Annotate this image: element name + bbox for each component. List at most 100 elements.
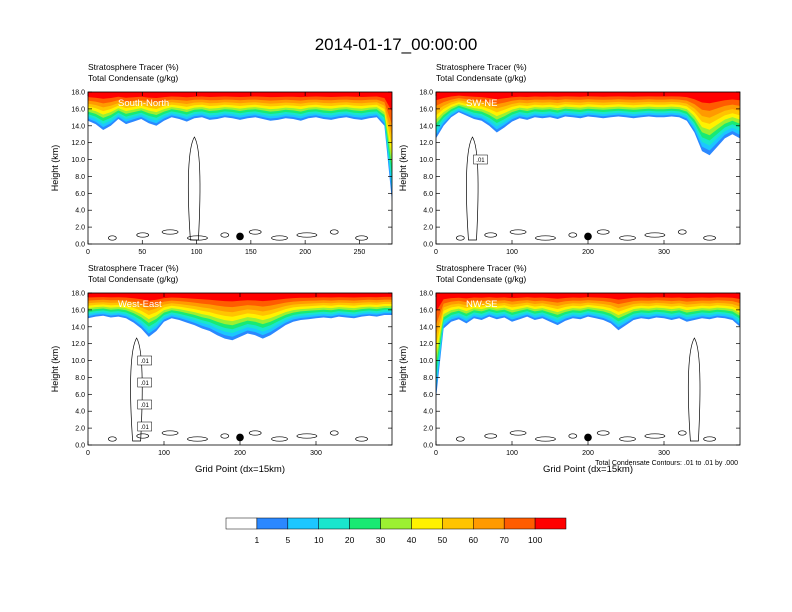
colorbar: 1 5 10 20 30 40 50 60 70 100 — [225, 517, 567, 545]
x-tick-label: 200 — [299, 249, 311, 256]
colorbar-label: 40 — [407, 535, 417, 545]
x-tick-label: 0 — [434, 450, 438, 457]
x-tick-label: 200 — [582, 249, 594, 256]
condensate-contour — [107, 436, 117, 442]
y-tick-label: 18.0 — [419, 291, 433, 298]
y-tick-label: 12.0 — [419, 341, 433, 348]
condensate-contour — [509, 430, 527, 436]
condensate-contour — [644, 232, 666, 238]
y-tick-label: 12.0 — [419, 140, 433, 147]
condensate-contours — [455, 136, 716, 241]
condensate-contour — [455, 436, 465, 442]
tracer-band — [436, 293, 740, 312]
y-tick-label: 18.0 — [71, 90, 85, 97]
y-tick-label: 2.0 — [423, 426, 433, 433]
y-tick-label: 0.0 — [423, 443, 433, 450]
condensate-contour — [484, 232, 498, 238]
condensate-contour — [596, 430, 610, 436]
condensate-contour — [355, 436, 368, 442]
y-tick-label: 10.0 — [71, 358, 85, 365]
condensate-contour — [271, 436, 288, 442]
condensate-contour — [161, 430, 179, 436]
tracer-band — [88, 92, 392, 158]
condensate-contour — [619, 235, 636, 241]
contour-label: .01 — [140, 425, 149, 431]
tracer-band — [436, 293, 740, 391]
condensate-contour — [619, 436, 636, 442]
condensate-contour — [187, 436, 208, 442]
colorbar-label: 1 — [255, 535, 260, 545]
tracer-band — [436, 293, 740, 374]
x-axis-label: Grid Point (dx=15km) — [543, 464, 633, 475]
tracer-band — [88, 92, 392, 194]
colorbar-label: 20 — [345, 535, 355, 545]
y-tick-label: 16.0 — [419, 106, 433, 113]
colorbar-label: 70 — [499, 535, 509, 545]
section-label: NW-SE — [466, 299, 498, 310]
y-tick-label: 0.0 — [423, 242, 433, 249]
x-tick-label: 100 — [158, 450, 170, 457]
y-tick-label: 14.0 — [419, 324, 433, 331]
x-tick-label: 50 — [138, 249, 146, 256]
condensate-contour — [677, 229, 687, 235]
tracer-band — [88, 92, 392, 176]
tracer-field: .01 — [436, 92, 740, 244]
tracer-band — [88, 92, 392, 167]
tracer-band — [88, 92, 392, 185]
y-tick-label: 4.0 — [423, 409, 433, 416]
colorbar-label: 5 — [285, 535, 290, 545]
condensate-contour — [161, 229, 179, 235]
contour-label: .01 — [140, 359, 149, 365]
x-tick-label: 300 — [658, 450, 670, 457]
x-tick-label: 250 — [354, 249, 366, 256]
y-axis-label: Height (km) — [50, 346, 60, 393]
colorbar-swatch — [503, 517, 536, 530]
panel-header-tracer: Stratosphere Tracer (%) — [88, 263, 179, 273]
colorbar-label: 10 — [314, 535, 324, 545]
condensate-contour — [136, 232, 150, 238]
contour-label-box — [137, 377, 152, 388]
condensate-contour — [248, 430, 262, 436]
x-tick-label: 200 — [582, 450, 594, 457]
y-tick-label: 10.0 — [419, 358, 433, 365]
condensate-contours — [107, 136, 368, 241]
condensate-contour — [455, 235, 465, 241]
condensate-contour — [703, 235, 716, 241]
x-tick-label: 100 — [191, 249, 203, 256]
y-tick-label: 0.0 — [75, 242, 85, 249]
condensate-contour — [535, 436, 556, 442]
condensate-contour — [703, 436, 716, 442]
tracer-field: .01 .01 .01 .01 — [88, 293, 392, 445]
condensate-contour — [568, 232, 578, 238]
x-tick-label: 300 — [310, 450, 322, 457]
condensate-contour — [687, 337, 701, 442]
y-tick-label: 4.0 — [75, 208, 85, 215]
panels-group: South-North 0.0 2.0 4.0 6.0 8.0 10.0 12.0 14.0 16… — [50, 62, 741, 475]
location-marker — [584, 232, 592, 241]
condensate-contour — [187, 136, 201, 241]
y-tick-label: 18.0 — [419, 90, 433, 97]
x-tick-label: 300 — [658, 249, 670, 256]
condensate-contour — [596, 229, 610, 235]
y-tick-label: 16.0 — [71, 106, 85, 113]
colorbar-swatch — [473, 517, 505, 530]
y-tick-label: 2.0 — [75, 426, 85, 433]
condensate-contour — [677, 430, 687, 436]
panel-header-condensate: Total Condensate (g/kg) — [88, 274, 178, 284]
y-tick-label: 14.0 — [71, 123, 85, 130]
panel-header-tracer: Stratosphere Tracer (%) — [436, 62, 527, 72]
colorbar-swatch — [534, 517, 567, 530]
contour-label: .01 — [140, 403, 149, 409]
y-tick-label: 4.0 — [75, 409, 85, 416]
section-label: South-North — [118, 98, 169, 109]
y-tick-label: 8.0 — [423, 174, 433, 181]
tracer-band — [436, 293, 740, 325]
tracer-band — [436, 293, 740, 336]
tracer-field — [436, 293, 740, 445]
y-tick-label: 18.0 — [71, 291, 85, 298]
condensate-contour — [535, 235, 556, 241]
plot-frame — [87, 91, 393, 245]
y-tick-label: 8.0 — [75, 174, 85, 181]
location-marker — [584, 433, 592, 442]
